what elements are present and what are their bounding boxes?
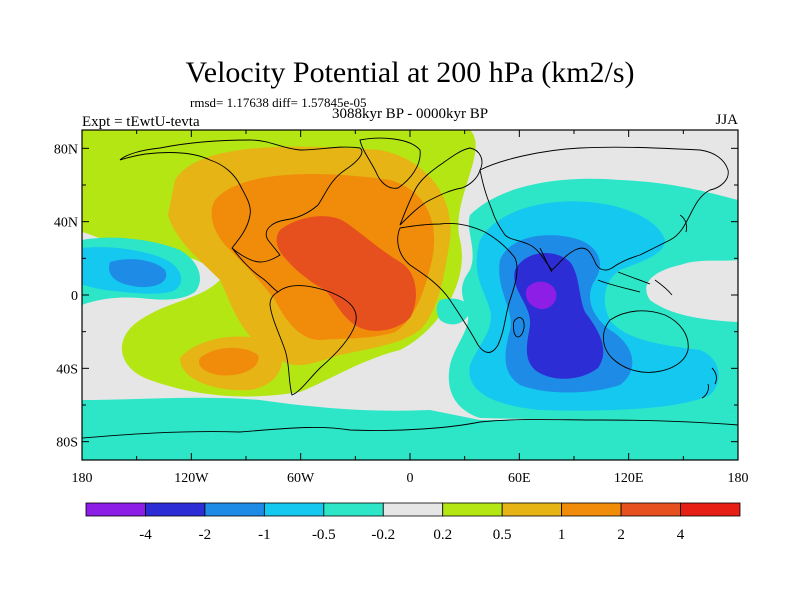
coastlines: [82, 137, 738, 439]
colorbar-label: -1: [258, 527, 271, 543]
lon-tick-label: 120E: [614, 471, 644, 486]
colorbar-swatch: [204, 502, 265, 517]
colorbar-swatch: [382, 502, 444, 517]
colorbar-label: 4: [677, 527, 685, 543]
colorbar-label: 0.2: [433, 527, 452, 543]
lon-tick-label: 120W: [174, 471, 209, 486]
stats-label: rmsd= 1.17638 diff= 1.57845e-05: [190, 95, 367, 110]
lat-tick-label: 40N: [54, 216, 78, 231]
lat-tick-label: 0: [71, 289, 78, 304]
colorbar-swatch: [323, 502, 384, 517]
lon-tick-label: 60E: [508, 471, 531, 486]
map-title: Velocity Potential at 200 hPa (km2/s): [185, 56, 634, 89]
colorbar-swatch: [442, 502, 503, 517]
coast-madagascar: [512, 317, 525, 338]
contour-field: [82, 130, 738, 460]
coast-central-america: [231, 247, 279, 293]
period-label: 3088kyr BP - 0000kyr BP: [332, 106, 488, 122]
lon-tick-label: 180: [728, 471, 749, 486]
lat-tick-label: 40S: [56, 362, 78, 377]
colorbar-label: -4: [139, 527, 152, 543]
positive-2-region: [276, 216, 416, 331]
colorbar-swatch: [85, 502, 146, 517]
colorbar-swatch: [561, 502, 622, 517]
colorbar-label: -0.2: [371, 527, 395, 543]
lat-tick-label: 80S: [56, 436, 78, 451]
coast-asia: [479, 146, 729, 271]
lon-tick-label: 0: [407, 471, 414, 486]
colorbar-swatch: [680, 502, 741, 517]
colorbar-label: 2: [617, 527, 625, 543]
colorbar-swatch: [263, 502, 325, 517]
lon-tick-label: 60W: [287, 471, 315, 486]
coast-antarctica: [82, 419, 738, 439]
coast-japan: [679, 214, 688, 233]
colorbar-label: -0.5: [312, 527, 336, 543]
coast-new-zealand: [701, 367, 717, 399]
colorbar: -4 -2 -1 -0.5 -0.2 0.2 0.5 1 2 4: [85, 502, 741, 543]
coast-greenland: [359, 137, 421, 189]
map-axes: 80N 40N 0 40S 80S 180 120W 60W 0 60E 120E 180: [54, 130, 749, 486]
coast-se-asia: [597, 271, 673, 296]
negative-4-region: [525, 281, 557, 310]
lat-tick-label: 80N: [54, 142, 78, 157]
colorbar-label: 1: [558, 527, 566, 543]
southern-cyan-band: [82, 397, 738, 460]
coast-australia: [603, 310, 689, 373]
coast-south-america: [269, 285, 357, 396]
coast-india: [539, 247, 553, 273]
coast-europe-africa: [397, 147, 518, 353]
colorbar-swatch: [620, 502, 681, 517]
experiment-label: Expt = tEwtU-tevta: [82, 114, 200, 130]
lon-tick-label: 180: [72, 471, 93, 486]
colorbar-label: 0.5: [493, 527, 512, 543]
negative-1-patch-west: [109, 259, 167, 288]
positive-1-blob: [198, 347, 259, 376]
colorbar-label: -2: [199, 527, 212, 543]
coast-north-america: [119, 139, 363, 263]
colorbar-swatch: [501, 502, 563, 517]
colorbar-swatch: [145, 502, 206, 517]
season-label: JJA: [715, 112, 738, 128]
